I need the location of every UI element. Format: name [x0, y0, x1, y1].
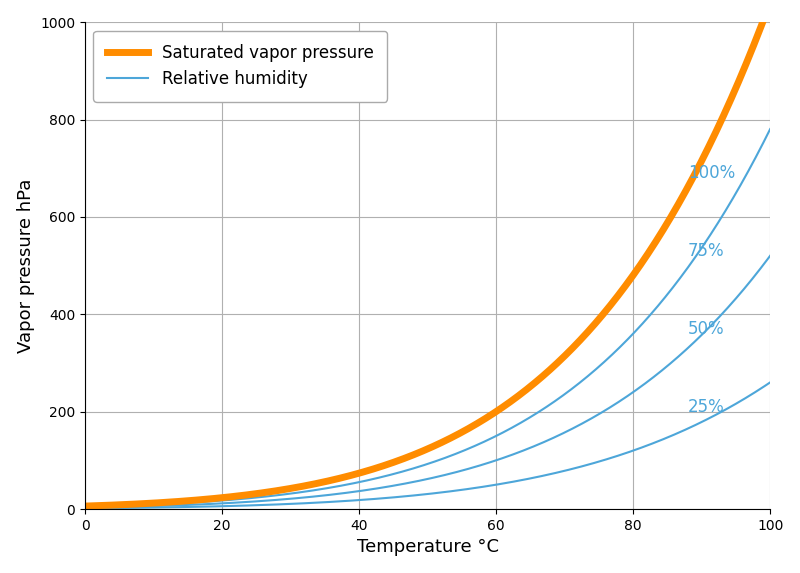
Text: 25%: 25%: [688, 398, 725, 416]
Text: 100%: 100%: [688, 164, 735, 182]
Text: 75%: 75%: [688, 242, 725, 260]
Y-axis label: Vapor pressure hPa: Vapor pressure hPa: [17, 178, 34, 353]
X-axis label: Temperature °C: Temperature °C: [357, 538, 498, 556]
Text: 50%: 50%: [688, 320, 725, 338]
Legend: Saturated vapor pressure, Relative humidity: Saturated vapor pressure, Relative humid…: [94, 30, 387, 101]
